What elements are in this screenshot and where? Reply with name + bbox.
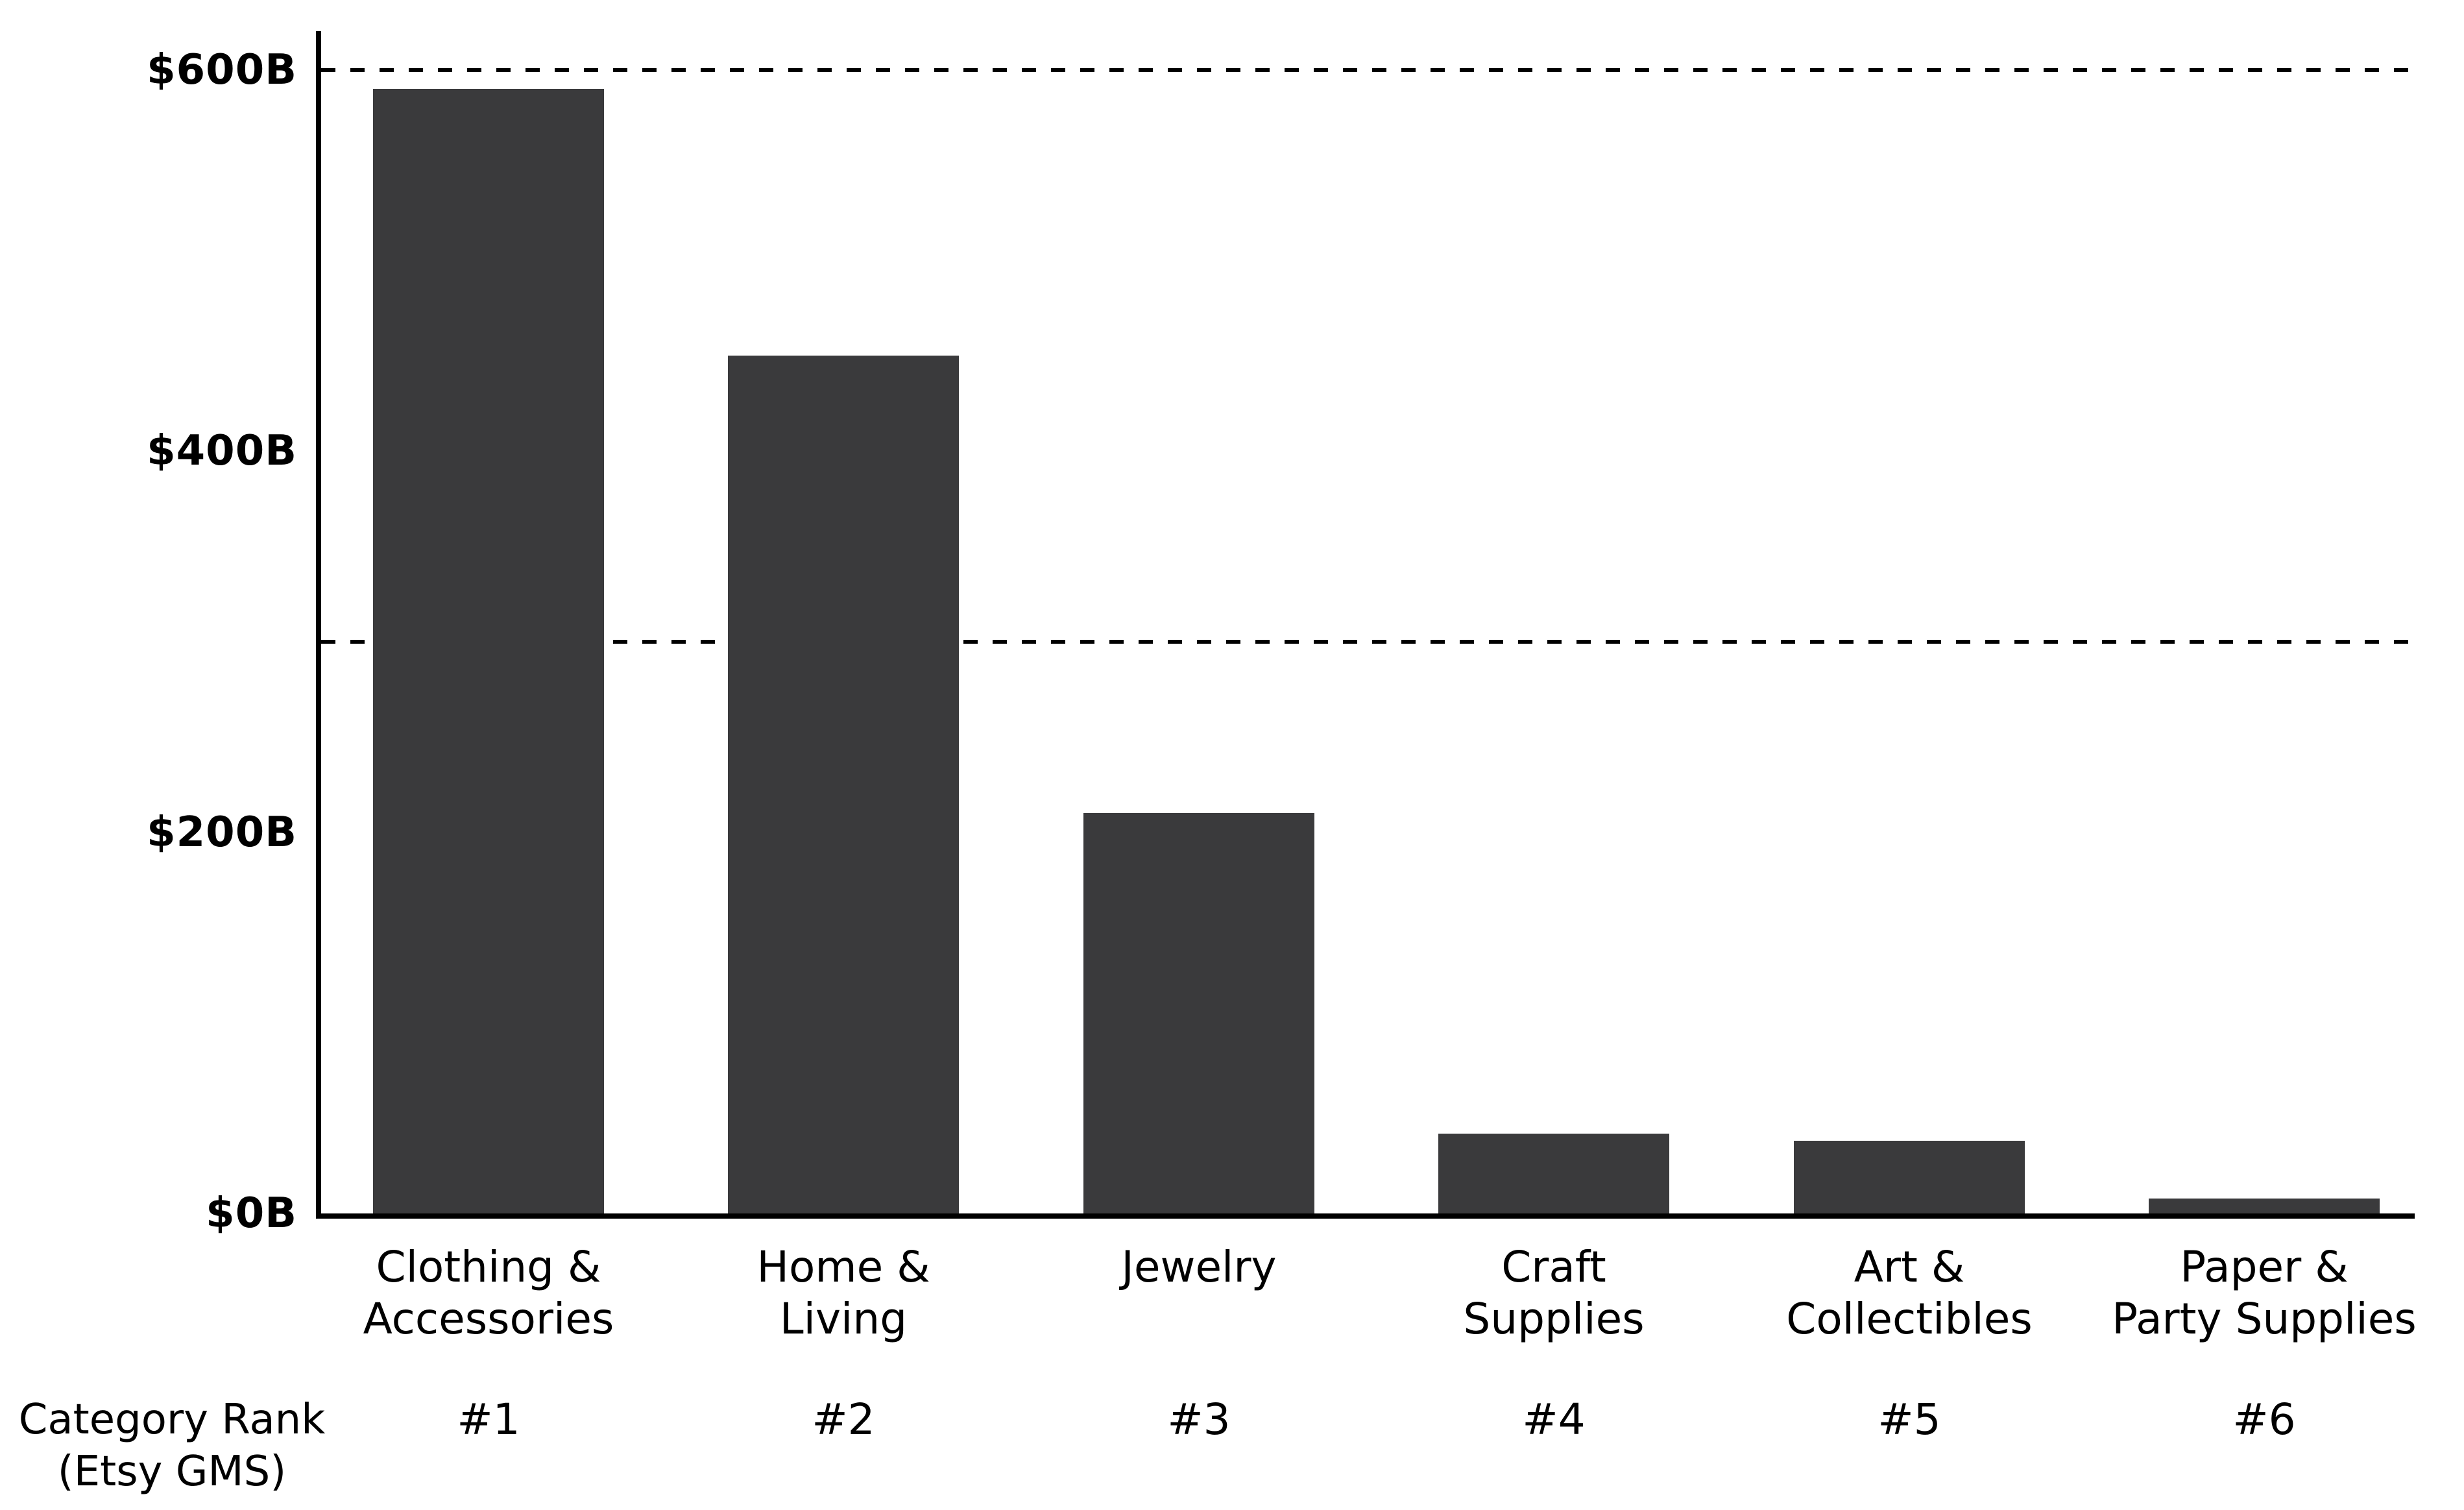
rank-label-2: #2 [812, 1394, 875, 1444]
rank-label-6: #6 [2232, 1394, 2296, 1444]
y-axis-tick-label-200b: $200B [147, 809, 297, 857]
category-label-6: Paper & Party Supplies [2112, 1242, 2417, 1344]
bar-clothing-accessories [373, 89, 604, 1213]
x-axis-line [316, 1213, 2415, 1219]
reference-line-600b [321, 68, 2411, 72]
reference-line-300b [321, 640, 2411, 644]
y-axis-tick-label-0b: $0B [206, 1189, 297, 1237]
category-label-4: Craft Supplies [1463, 1242, 1645, 1344]
category-label-2: Home & Living [756, 1242, 930, 1344]
bar-art-collectibles [1794, 1141, 2025, 1213]
rank-label-4: #4 [1522, 1394, 1586, 1444]
rank-label-1: #1 [457, 1394, 520, 1444]
y-axis-tick-label-400b: $400B [147, 427, 297, 475]
rank-row-header: Category Rank (Etsy GMS) [18, 1396, 326, 1496]
category-label-1: Clothing & Accessories [363, 1242, 614, 1344]
y-axis-line [316, 31, 321, 1219]
category-label-5: Art & Collectibles [1786, 1242, 2033, 1344]
bar-craft-supplies [1438, 1134, 1669, 1213]
bar-home-living [728, 356, 959, 1213]
bar-jewelry [1083, 813, 1314, 1213]
y-axis-tick-label-600b: $600B [147, 46, 297, 94]
category-label-3: Jewelry [1121, 1242, 1277, 1292]
rank-label-5: #5 [1878, 1394, 1941, 1444]
bar-paper-party-supplies [2149, 1199, 2380, 1213]
rank-label-3: #3 [1167, 1394, 1231, 1444]
